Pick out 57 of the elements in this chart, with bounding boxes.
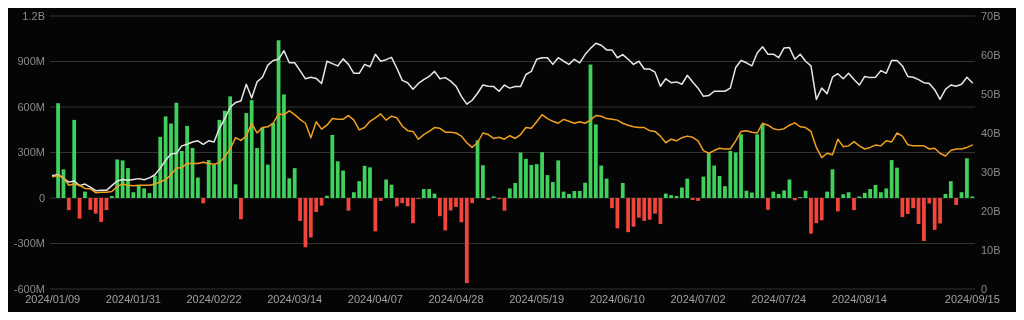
y-tick-label: 1.2B	[22, 9, 45, 22]
bar	[626, 198, 631, 233]
y-tick-label: -300M	[13, 237, 45, 250]
bar	[954, 198, 959, 205]
bar	[620, 182, 625, 198]
x-tick-label: 2024/07/24	[751, 293, 807, 305]
x-tick-label: 2024/02/22	[186, 293, 242, 305]
bar	[83, 191, 87, 198]
y-tick-label: -600M	[13, 282, 45, 295]
bar	[766, 198, 770, 210]
y2-tick-label: 70B	[981, 9, 1001, 22]
x-tick-label: 2024/01/31	[105, 293, 161, 305]
bar	[88, 198, 93, 210]
y-tick-label: 300M	[17, 146, 45, 159]
bar	[384, 179, 388, 198]
y-tick-label: 0	[38, 191, 45, 204]
x-tick-label: 2024/05/19	[509, 293, 565, 305]
x-tick-label: 2024/08/14	[831, 293, 887, 305]
bar	[948, 181, 953, 198]
y2-tick-label: 60B	[981, 48, 1001, 61]
bar	[196, 177, 200, 198]
y2-tick-label: 30B	[981, 165, 1001, 178]
bar	[239, 198, 243, 220]
x-tick-label: 2024/09/15	[944, 293, 1000, 305]
x-tick-label: 2024/03/14	[267, 293, 323, 305]
bar	[819, 198, 824, 221]
bar	[244, 113, 249, 198]
bar	[852, 198, 856, 211]
bar	[56, 103, 60, 198]
y2-tick-label: 20B	[981, 204, 1001, 217]
bar	[72, 119, 77, 198]
x-tick-label: 2024/01/09	[25, 293, 81, 305]
bar	[846, 192, 851, 198]
y2-tick-label: 40B	[981, 126, 1001, 139]
x-tick-label: 2024/04/07	[347, 293, 403, 305]
bar	[841, 194, 846, 198]
bar	[292, 168, 297, 198]
bar	[378, 198, 383, 201]
bar	[771, 191, 776, 198]
y2-tick-label: 50B	[981, 87, 1001, 100]
y2-tick-label: 10B	[981, 243, 1001, 256]
x-tick-label: 2024/04/28	[428, 293, 484, 305]
bar	[201, 198, 206, 204]
y-tick-label: 600M	[17, 100, 45, 113]
y-tick-label: 900M	[17, 55, 45, 68]
bar	[481, 165, 485, 198]
bar	[368, 167, 372, 198]
bar	[835, 198, 840, 212]
line-series	[51, 110, 974, 194]
bar	[66, 198, 71, 211]
x-tick-label: 2024/06/10	[589, 293, 645, 305]
line-series	[51, 42, 974, 192]
bar	[825, 191, 829, 198]
bar	[298, 198, 302, 221]
y2-tick-label: 0	[981, 282, 988, 295]
x-tick-label: 2024/07/02	[670, 293, 726, 305]
bar	[373, 198, 378, 232]
